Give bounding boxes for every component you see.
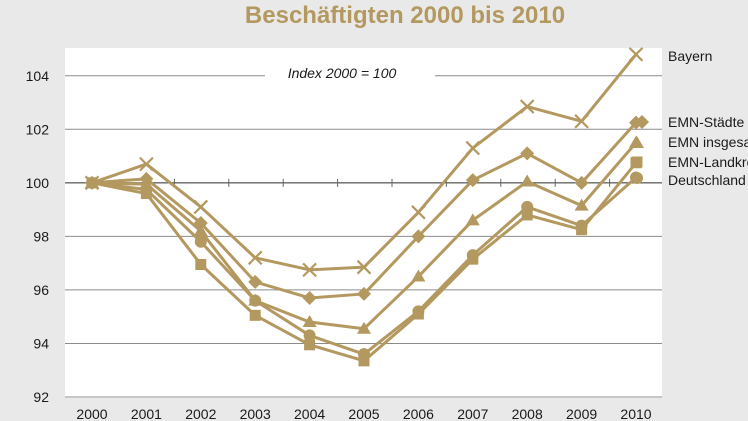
chart-title: Beschäftigten 2000 bis 2010	[244, 2, 566, 29]
data-point	[193, 199, 209, 215]
data-point	[631, 156, 643, 168]
data-point	[520, 146, 535, 161]
x-tick-label: 2003	[240, 406, 271, 421]
legend-label: Bayern	[668, 48, 712, 64]
legend-label: EMN insgesamt	[668, 134, 748, 150]
data-point	[139, 156, 154, 172]
legend-label: Deutschland	[668, 172, 746, 188]
data-point-stroke	[302, 262, 317, 278]
x-tick-label: 2005	[348, 406, 379, 421]
data-point	[356, 259, 372, 275]
data-point	[521, 209, 533, 221]
legend-label: EMN-Städte	[668, 114, 744, 130]
data-point	[466, 249, 479, 262]
data-point	[575, 219, 588, 232]
data-point	[358, 348, 370, 361]
x-tick-label: 2007	[457, 406, 488, 421]
series-diamond	[85, 115, 643, 305]
data-point	[140, 183, 153, 196]
y-tick-label: 92	[33, 389, 49, 405]
series-group	[84, 47, 644, 367]
data-point	[193, 224, 208, 237]
data-point	[302, 290, 317, 305]
x-tick-label: 2006	[403, 406, 434, 421]
data-point	[519, 99, 535, 114]
legend-item: EMN-Landkreise	[631, 154, 748, 170]
data-point	[249, 309, 261, 321]
annotation-box	[265, 61, 435, 85]
data-point	[411, 229, 426, 244]
data-point	[302, 262, 317, 278]
data-point	[304, 339, 316, 351]
data-point-stroke	[465, 140, 481, 156]
legend: Bayern EMN-Städte EMN insgesamt EMN-Landkre…	[630, 48, 748, 188]
data-point-stroke	[356, 259, 372, 275]
x-tick-label: 2001	[131, 406, 162, 421]
data-point-stroke	[411, 205, 426, 220]
legend-item: Deutschland	[631, 172, 746, 188]
data-point	[411, 205, 426, 220]
legend-item: Bayern	[668, 48, 712, 64]
y-tick-label: 94	[33, 335, 49, 351]
data-point	[465, 213, 480, 226]
x-tick-label: 2000	[76, 406, 107, 421]
y-tick-label: 96	[33, 282, 49, 298]
annotation-label: Index 2000 = 100	[288, 65, 397, 81]
data-point	[357, 321, 371, 334]
y-tick-label: 100	[26, 175, 50, 191]
data-point-stroke	[193, 199, 209, 215]
x-tick-label: 2008	[512, 406, 543, 421]
data-point	[574, 113, 589, 129]
data-point-stroke	[574, 113, 589, 129]
data-point	[247, 250, 263, 266]
data-point-stroke	[628, 47, 644, 62]
legend-item: EMN insgesamt	[630, 134, 748, 150]
data-point-stroke	[519, 99, 535, 114]
data-point	[628, 47, 644, 62]
data-point-stroke	[247, 250, 263, 266]
y-tick-label: 104	[26, 68, 50, 84]
data-point	[195, 258, 207, 270]
series-x	[84, 47, 644, 278]
data-point-stroke	[139, 156, 154, 172]
data-point	[630, 136, 644, 148]
data-point	[574, 198, 589, 211]
data-point	[635, 115, 649, 129]
data-point	[303, 329, 316, 342]
legend-label: EMN-Landkreise	[668, 154, 748, 170]
data-point	[631, 172, 643, 184]
x-tick-label: 2004	[294, 406, 325, 421]
y-tick-label: 102	[26, 121, 50, 137]
x-tick-label: 2010	[620, 406, 651, 421]
data-point	[358, 355, 370, 367]
data-point	[412, 305, 425, 318]
y-tick-label: 98	[33, 228, 49, 244]
data-point	[411, 269, 426, 282]
data-point	[86, 176, 98, 189]
data-point	[357, 286, 371, 301]
x-tick-label: 2009	[566, 406, 597, 421]
data-point	[465, 173, 480, 188]
data-point	[574, 175, 589, 190]
data-point	[302, 315, 317, 328]
data-point	[249, 294, 262, 307]
legend-item: EMN-Städte	[635, 114, 744, 130]
x-tick-label: 2002	[185, 406, 216, 421]
data-point	[194, 235, 207, 248]
data-point	[521, 200, 534, 213]
data-point	[465, 140, 481, 156]
data-point	[520, 174, 535, 187]
data-point	[248, 274, 263, 289]
axis-ticks: 92 94 96 98 100 102 104 2000 2001 2002 2003 2004 200…	[26, 68, 652, 421]
